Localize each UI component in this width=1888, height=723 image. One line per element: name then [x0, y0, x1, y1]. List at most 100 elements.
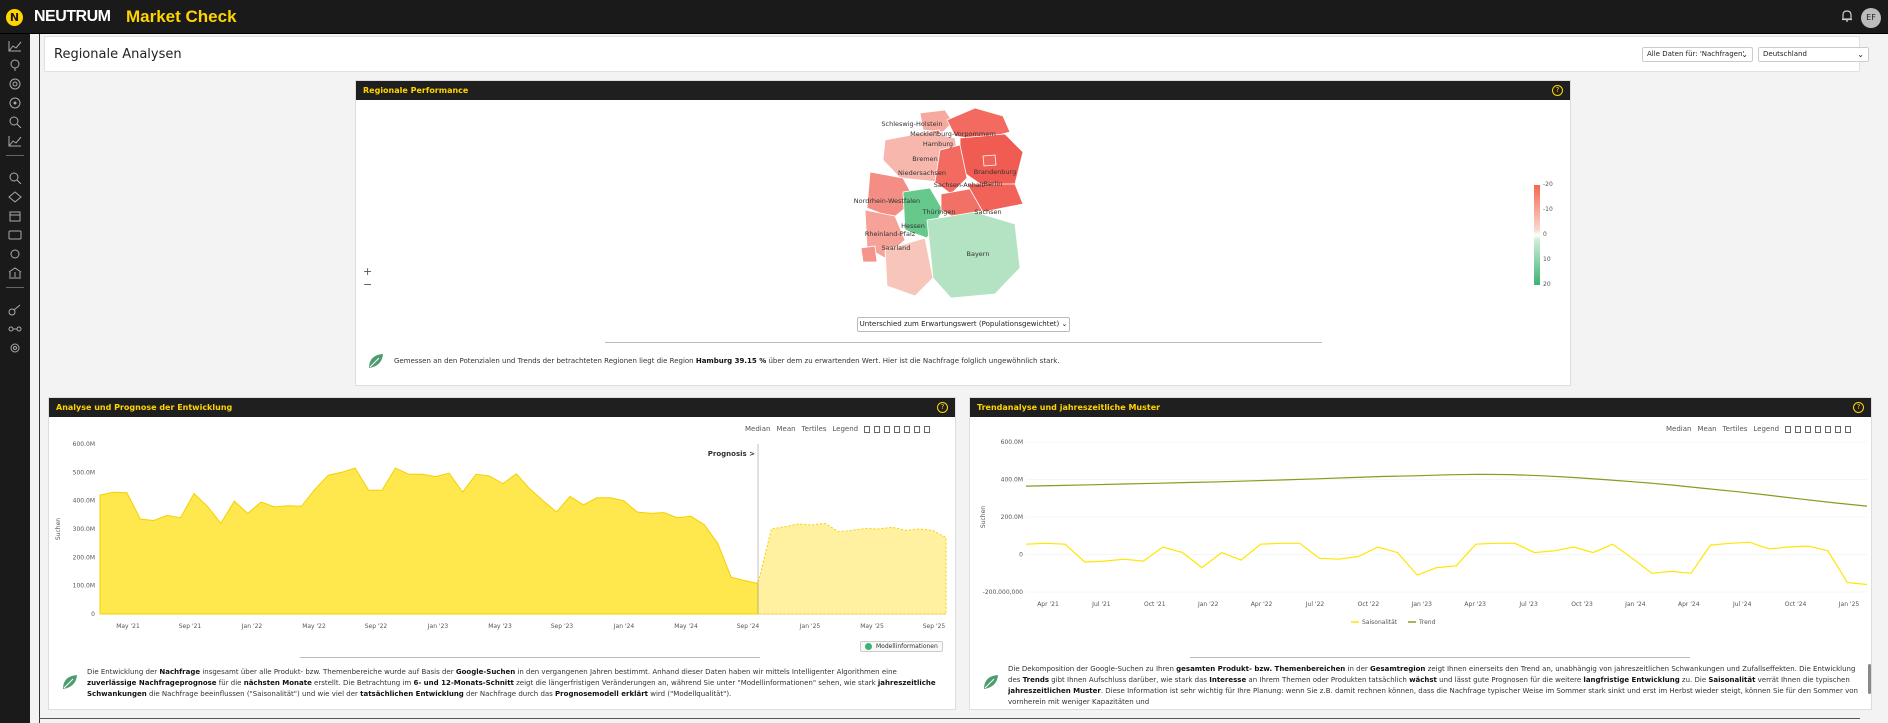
doc-icon[interactable] — [1805, 425, 1812, 433]
user-avatar[interactable]: EF — [1861, 8, 1881, 28]
help-icon[interactable]: ? — [937, 402, 948, 413]
y-tick-label: 400.0M — [73, 498, 95, 505]
chart-type-icon[interactable] — [864, 425, 871, 433]
data-filter-select[interactable]: Alle Daten für: 'Nachfragen' ⌄ — [1642, 47, 1753, 62]
y-tick-label: 600.0M — [1001, 439, 1023, 446]
country-select[interactable]: Deutschland ⌄ — [1758, 47, 1869, 62]
region-label: Schleswig-Holstein — [881, 120, 942, 128]
leaf-icon — [63, 675, 77, 689]
leaf-icon — [369, 354, 383, 368]
map-region[interactable] — [919, 109, 954, 133]
xls-icon[interactable] — [904, 425, 911, 433]
x-tick-label: May '25 — [860, 623, 884, 630]
region-label: Hessen — [901, 222, 925, 230]
chart-toolbar: Median Mean Tertiles Legend — [1666, 425, 1855, 433]
print-icon[interactable] — [1835, 425, 1842, 433]
map-region[interactable] — [966, 183, 1024, 213]
key-icon[interactable] — [8, 304, 22, 316]
zoom-out-button[interactable]: − — [363, 278, 373, 291]
x-tick-label: May '21 — [116, 623, 140, 630]
csv-icon[interactable] — [894, 425, 901, 433]
map-region[interactable] — [926, 211, 1021, 299]
forecast-chart[interactable]: 600.0M 500.0M 400.0M 300.0M 200.0M 100.0M 0 Pro… — [48, 432, 956, 632]
germany-map[interactable]: Schleswig-Holstein Mecklenburg-Vorpommern… — [355, 100, 1571, 300]
trend-icon[interactable] — [8, 135, 22, 147]
y-tick-label: 200.0M — [1001, 514, 1023, 521]
scrollbar[interactable] — [1868, 664, 1871, 694]
trend-chart[interactable]: 600.0M 400.0M 200.0M 0 -200,000,000 Suchen Apr… — [969, 432, 1872, 632]
settings-icon[interactable] — [8, 248, 22, 260]
chart-type-icon[interactable] — [1785, 425, 1792, 433]
x-tick-label: Sep '22 — [365, 623, 388, 630]
target-alt-icon[interactable] — [8, 97, 22, 109]
fullscreen-icon[interactable] — [924, 425, 931, 433]
map-region[interactable] — [946, 107, 1011, 141]
calendar-icon[interactable] — [8, 210, 22, 222]
region-label: Rheinland-Pfalz — [865, 230, 916, 238]
legend-toggle[interactable]: Legend — [832, 425, 859, 433]
x-tick-label: Jan '25 — [1838, 601, 1860, 608]
search-icon[interactable] — [8, 172, 22, 184]
x-tick-label: Jan '22 — [1197, 601, 1219, 608]
x-tick-label: Jul '23 — [1518, 601, 1538, 608]
x-tick-label: Sep '24 — [737, 623, 760, 630]
doc-icon[interactable] — [884, 425, 891, 433]
map-region[interactable] — [982, 154, 997, 167]
location-icon[interactable] — [8, 59, 22, 71]
model-info-button[interactable]: Modellinformationen — [860, 641, 943, 652]
fullscreen-icon[interactable] — [1845, 425, 1852, 433]
region-label: Bayern — [967, 250, 990, 258]
card-title: Regionale Performance — [363, 86, 469, 95]
mean-toggle[interactable]: Mean — [776, 425, 796, 433]
region-label: Hamburg — [923, 140, 953, 148]
xls-icon[interactable] — [1825, 425, 1832, 433]
search-chart-icon[interactable] — [8, 116, 22, 128]
legend-tick: 0 — [1543, 231, 1547, 238]
page-header: Regionale Analysen Alle Daten für: 'Nach… — [44, 36, 1869, 72]
print-icon[interactable] — [914, 425, 921, 433]
x-tick-label: May '24 — [674, 623, 698, 630]
map-region[interactable] — [934, 144, 968, 195]
median-toggle[interactable]: Median — [1666, 425, 1692, 433]
metric-select[interactable]: Unterschied zum Erwartungswert (Populati… — [857, 317, 1070, 332]
csv-icon[interactable] — [1815, 425, 1822, 433]
map-region[interactable] — [860, 245, 878, 263]
x-tick-label: Jan '24 — [1624, 601, 1646, 608]
help-icon[interactable]: ? — [1552, 85, 1563, 96]
network-icon[interactable] — [8, 323, 22, 335]
x-tick-label: Apr '21 — [1037, 601, 1059, 608]
brand-name[interactable]: NEUTRUM — [34, 8, 111, 25]
x-tick-label: Oct '23 — [1571, 601, 1593, 608]
card-icon[interactable] — [8, 229, 22, 241]
x-tick-label: May '22 — [302, 623, 326, 630]
x-tick-label: Apr '23 — [1464, 601, 1486, 608]
mean-toggle[interactable]: Mean — [1697, 425, 1717, 433]
bell-icon[interactable] — [1840, 9, 1854, 23]
y-tick-label: -200,000,000 — [983, 589, 1024, 596]
region-label: Nordrhein-Westfalen — [854, 197, 920, 205]
region-label: Mecklenburg-Vorpommern — [910, 130, 996, 138]
tertiles-toggle[interactable]: Tertiles — [801, 425, 827, 433]
diamond-icon[interactable] — [8, 191, 22, 203]
y-tick-label: 0 — [91, 611, 95, 618]
zoom-in-button[interactable]: + — [363, 265, 373, 278]
x-tick-label: Apr '24 — [1678, 601, 1700, 608]
legend-toggle[interactable]: Legend — [1753, 425, 1780, 433]
table-icon[interactable] — [874, 425, 881, 433]
tertiles-toggle[interactable]: Tertiles — [1722, 425, 1748, 433]
legend-label: Saisonalität — [1362, 619, 1398, 626]
forecast-description: Die Entwicklung der Nachfrage insgesamt … — [87, 668, 936, 698]
gear-icon[interactable] — [8, 342, 22, 354]
map-region[interactable] — [884, 237, 934, 297]
x-tick-label: Apr '22 — [1251, 601, 1273, 608]
target-icon[interactable] — [8, 78, 22, 90]
legend-tick: -20 — [1543, 181, 1553, 188]
table-icon[interactable] — [1795, 425, 1802, 433]
help-icon[interactable]: ? — [1853, 402, 1864, 413]
y-tick-label: 300.0M — [73, 526, 95, 533]
median-toggle[interactable]: Median — [745, 425, 771, 433]
chart-line-icon[interactable] — [8, 40, 22, 52]
bank-icon[interactable] — [8, 267, 22, 279]
logo-icon[interactable]: N — [6, 9, 23, 26]
region-label: Niedersachsen — [898, 169, 946, 177]
